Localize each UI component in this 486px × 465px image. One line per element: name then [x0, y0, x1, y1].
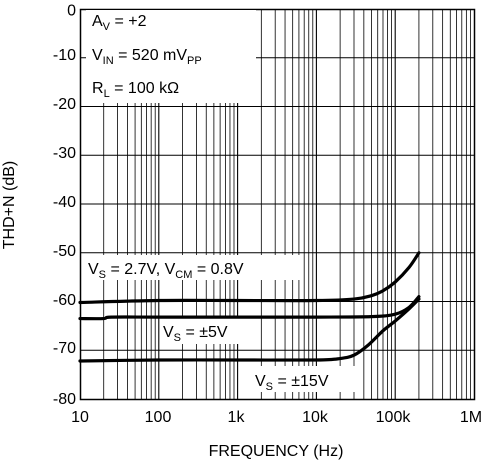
series-label-box-vs27: [86, 255, 302, 280]
y-axis-title: THD+N (dB): [1, 161, 18, 249]
y-tick-labels: 0 -10 -20 -30 -40 -50 -60 -70 -80: [53, 3, 76, 409]
y-tick-label: -70: [53, 340, 76, 357]
y-tick-label: -10: [53, 47, 76, 64]
series-line-vs-15v: [78, 297, 421, 363]
series-label-box-vs15: [252, 366, 356, 392]
y-tick-label: 0: [67, 3, 76, 20]
y-tick-label: -60: [53, 292, 76, 309]
x-tick-labels: 10 100 1k 10k 100k 1M: [71, 409, 482, 426]
y-tick-label: -30: [53, 145, 76, 162]
y-tick-label: -20: [53, 96, 76, 113]
condition-vin: VIN = 520 mVPP: [92, 47, 202, 67]
series-label-vs-15v: VS = ±15V: [255, 373, 329, 393]
series-line-vs-5v: [78, 295, 421, 321]
series-label-box-vs5: [160, 318, 252, 344]
y-tick-label: -40: [53, 194, 76, 211]
conditions-box: [86, 10, 256, 103]
y-tick-label: -50: [53, 243, 76, 260]
x-axis-title: FREQUENCY (Hz): [209, 443, 344, 460]
x-tick-label: 100k: [376, 409, 412, 426]
x-tick-label: 1M: [460, 409, 482, 426]
x-tick-label: 100: [145, 409, 172, 426]
series-label-vs-2-7v: VS = 2.7V, VCM = 0.8V: [88, 261, 244, 281]
y-tick-label: -80: [53, 391, 76, 408]
x-tick-label: 1k: [228, 409, 246, 426]
x-tick-label: 10k: [302, 409, 329, 426]
series-label-vs-5v: VS = ±5V: [163, 324, 228, 344]
condition-rl: RL = 100 kΩ: [92, 80, 179, 100]
condition-av: AV = +2: [92, 13, 147, 33]
plot-frame: [79, 8, 476, 401]
curves: [78, 251, 421, 363]
series-line-vs-2-7v: [78, 251, 421, 305]
x-tick-label: 10: [71, 409, 89, 426]
